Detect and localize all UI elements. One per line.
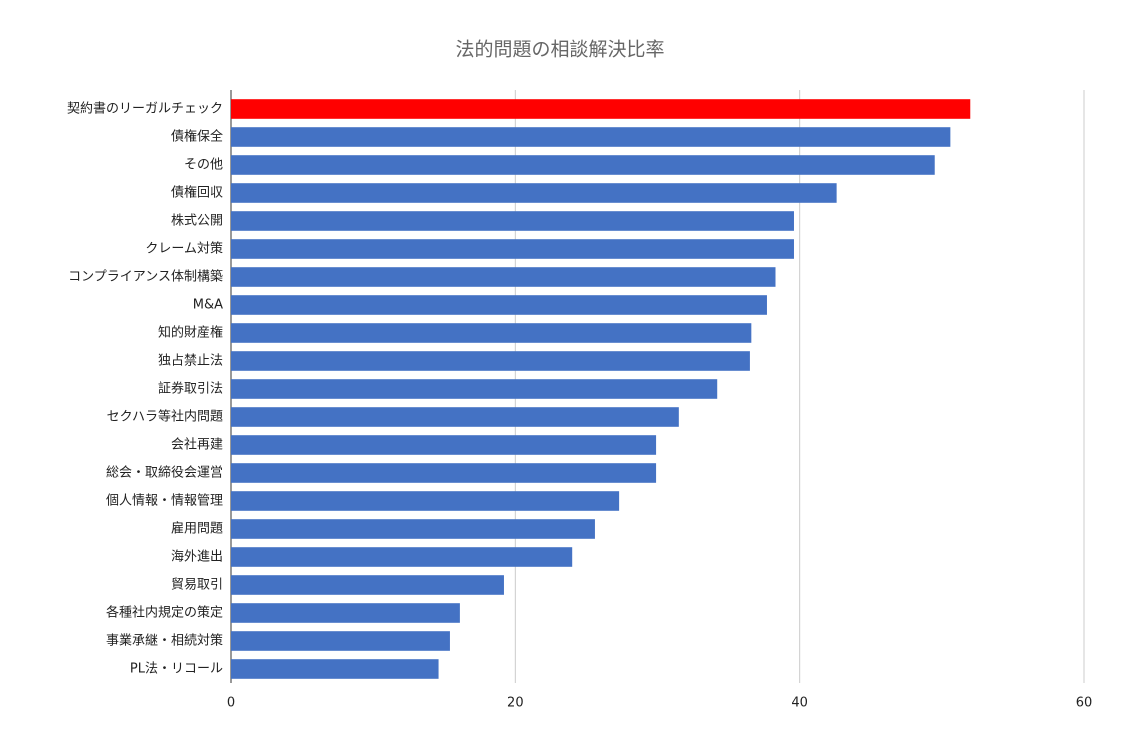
y-tick-label: 総会・取締役会運営 <box>106 465 223 481</box>
bar <box>231 379 718 399</box>
y-tick-label: 海外進出 <box>171 550 223 565</box>
bar <box>231 239 794 259</box>
bar <box>231 323 752 343</box>
y-tick-label: M&A <box>193 298 223 313</box>
bar <box>231 407 679 427</box>
bar <box>231 659 439 679</box>
bar <box>231 575 504 595</box>
y-tick-label: 個人情報・情報管理 <box>106 494 223 509</box>
y-tick-label: 債権保全 <box>171 129 223 145</box>
y-tick-label: 契約書のリーガルチェック <box>67 102 223 117</box>
bar <box>231 463 657 483</box>
y-tick-label: その他 <box>184 158 223 173</box>
y-tick-label: コンプライアンス体制構築 <box>68 270 223 285</box>
bar <box>231 267 776 287</box>
bar <box>231 435 657 455</box>
bar <box>231 603 460 623</box>
y-tick-label: 雇用問題 <box>171 521 223 537</box>
y-tick-label: 会社再建 <box>171 437 223 453</box>
y-tick-label: 各種社内規定の策定 <box>106 605 223 621</box>
y-tick-label: 貿易取引 <box>171 578 223 593</box>
x-tick-label: 20 <box>507 696 524 711</box>
bar <box>231 491 620 511</box>
bar <box>231 183 837 203</box>
y-tick-label: クレーム対策 <box>145 241 223 257</box>
y-tick-label: PL法・リコール <box>130 662 223 677</box>
bar <box>231 155 935 175</box>
x-tick-label: 60 <box>1076 696 1093 711</box>
y-tick-label: 債権回収 <box>171 185 223 201</box>
bar <box>231 127 951 147</box>
y-tick-label: 知的財産権 <box>158 325 223 341</box>
bar <box>231 99 971 119</box>
chart-title: 法的問題の相談解決比率 <box>455 39 664 61</box>
y-tick-label: 証券取引法 <box>158 381 223 397</box>
y-tick-label: 事業承継・相続対策 <box>106 633 223 649</box>
y-tick-label: セクハラ等社内問題 <box>107 409 223 425</box>
bar <box>231 519 595 539</box>
bar <box>231 547 573 567</box>
bar <box>231 631 450 651</box>
bar <box>231 295 767 315</box>
y-tick-label: 独占禁止法 <box>158 354 223 369</box>
x-tick-label: 0 <box>227 696 235 711</box>
bar <box>231 211 794 231</box>
x-tick-label: 40 <box>791 696 808 711</box>
y-tick-label: 株式公開 <box>171 214 223 229</box>
bar <box>231 351 750 371</box>
